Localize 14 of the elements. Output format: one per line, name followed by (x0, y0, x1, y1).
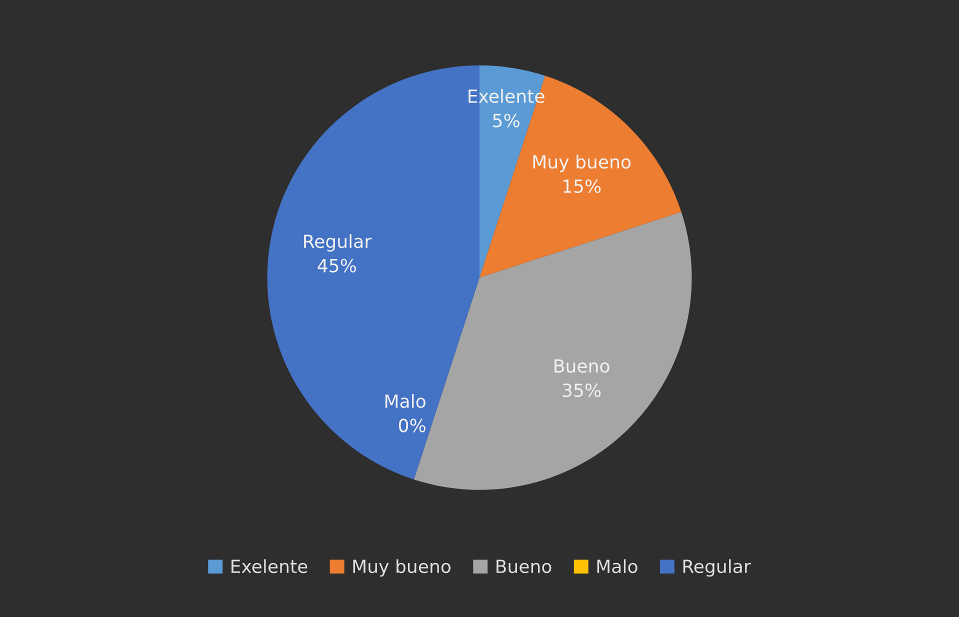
slice-label: Bueno (554, 359, 610, 373)
category-label: Malo (385, 394, 426, 408)
text: 0% (398, 418, 426, 432)
slice-label: Regular (304, 234, 372, 252)
slice-label: Muy bueno (533, 154, 631, 172)
legend-label: Malo (597, 559, 638, 574)
legend-label: Bueno (496, 560, 552, 574)
data-label: 35% (562, 383, 601, 398)
legend-label: Regular (683, 559, 751, 577)
data-label: 15% (563, 179, 601, 193)
legend-label: Exelente (232, 559, 308, 574)
data-label: 5% (493, 114, 520, 128)
data-label: 45% (318, 258, 356, 272)
legend-label: Muy bueno (353, 559, 450, 577)
